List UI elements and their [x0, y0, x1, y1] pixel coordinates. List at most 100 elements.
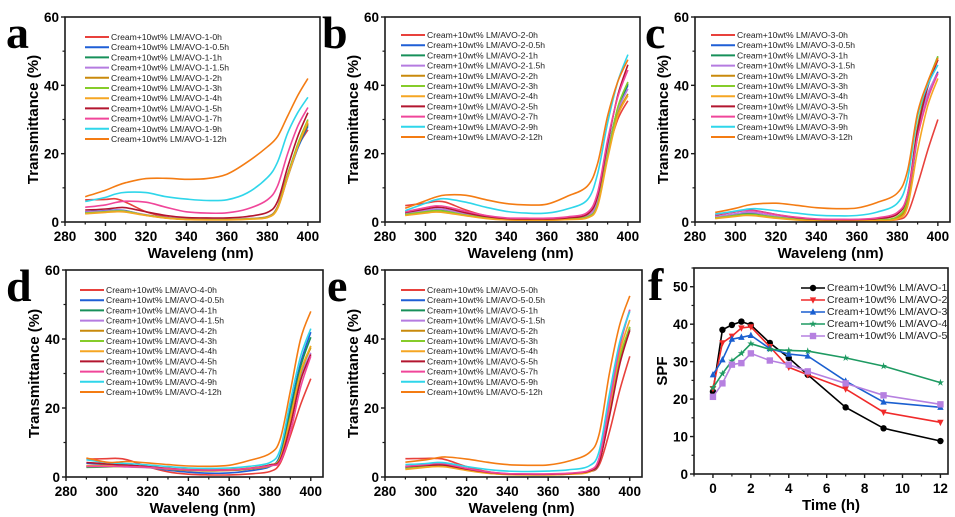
y-tick-label: 20	[44, 147, 59, 162]
legend-item: Cream+10wt% LM/AVO-4-5h	[80, 356, 217, 366]
legend-item: Cream+10wt% LM/AVO-2	[801, 294, 947, 306]
legend-marker	[809, 284, 817, 292]
y-axis-title: Transmittance (%)	[345, 309, 362, 438]
legend-item: Cream+10wt% LM/AVO-5-2h	[401, 326, 538, 336]
series-line-11	[86, 311, 312, 468]
x-axis-title: Waveleng (nm)	[147, 245, 253, 262]
data-point-2-11	[937, 419, 944, 427]
legend-item: Cream+10wt% LM/AVO-5-12h	[401, 387, 543, 397]
legend-item: Cream+10wt% LM/AVO-5-4h	[401, 346, 538, 356]
legend-label: Cream+10wt% LM/AVO-5-0.5h	[427, 295, 545, 305]
x-tick-label: 280	[684, 229, 707, 244]
legend-item: Cream+10wt% LM/AVO-4-1.5h	[80, 316, 224, 326]
legend-label: Cream+10wt% LM/AVO-1-4h	[111, 93, 222, 103]
data-point-5-5	[747, 350, 755, 357]
legend-label: Cream+10wt% LM/AVO-2-5h	[427, 101, 538, 111]
x-tick-label: 360	[536, 229, 559, 244]
data-point-4-6	[766, 345, 774, 353]
legend-item: Cream+10wt% LM/AVO-3-4h	[711, 91, 848, 101]
legend-item: Cream+10wt% LM/AVO-2-5h	[401, 101, 538, 111]
data-point-1-10	[880, 425, 887, 432]
legend-item: Cream+10wt% LM/AVO-5-1.5h	[401, 316, 545, 326]
legend-label: Cream+10wt% LM/AVO-3-3h	[737, 81, 848, 91]
data-point-4-2	[718, 369, 726, 377]
data-point-4-4	[737, 349, 745, 357]
data-point-5-3	[728, 361, 736, 368]
legend-marker	[809, 332, 817, 340]
legend-label: Cream+10wt% LM/AVO-4-12h	[106, 387, 222, 397]
data-point-5-7	[785, 361, 792, 368]
legend-item: Cream+10wt% LM/AVO-4-12h	[80, 387, 222, 397]
series-group-c	[715, 56, 939, 222]
data-point-4-9	[842, 354, 850, 361]
x-axis-title: Waveleng (nm)	[468, 500, 574, 517]
data-point-4-11	[936, 378, 944, 386]
y-axis-title: Transmittance (%)	[26, 309, 43, 438]
x-tick-label: 4	[785, 481, 793, 496]
y-tick-label: 60	[364, 10, 379, 25]
legend-item: Cream+10wt% LM/AVO-5-1h	[401, 305, 538, 315]
x-tick-label: 300	[414, 229, 437, 244]
data-point-2-10	[880, 409, 887, 416]
x-tick-label: 380	[886, 229, 909, 244]
x-tick-label: 280	[55, 484, 78, 499]
legend-label: Cream+10wt% LM/AVO-5	[827, 330, 947, 342]
series-line-7	[405, 95, 629, 222]
y-tick-label: 50	[673, 280, 688, 295]
legend-item: Cream+10wt% LM/AVO-1-12h	[85, 134, 227, 144]
y-axis-title: Transmittance (%)	[25, 55, 42, 184]
x-tick-label: 400	[297, 229, 320, 244]
legend-label: Cream+10wt% LM/AVO-2-1h	[427, 50, 538, 60]
x-tick-label: 320	[135, 229, 158, 244]
legend-item: Cream+10wt% LM/AVO-2-0.5h	[401, 40, 545, 50]
x-tick-label: 340	[495, 229, 518, 244]
panel-label-d: d	[6, 260, 32, 311]
series-line-10	[404, 54, 629, 215]
data-point-5-11	[937, 401, 944, 408]
legend-marker	[809, 297, 817, 304]
y-tick-label: 0	[52, 470, 60, 485]
legend-label: Cream+10wt% LM/AVO-3-1h	[737, 50, 848, 60]
legend-item: Cream+10wt% LM/AVO-2-4h	[401, 91, 538, 101]
x-tick-label: 320	[455, 229, 478, 244]
y-tick-label: 20	[364, 147, 379, 162]
legend-label: Cream+10wt% LM/AVO-3-9h	[737, 122, 848, 132]
y-tick-label: 20	[364, 401, 379, 416]
legend-label: Cream+10wt% LM/AVO-5-5h	[427, 356, 538, 366]
panel-d: d 0 20 40 60 280 300 320 340 360 380 400 Waveleng (n…	[6, 260, 324, 517]
series-line-10	[405, 311, 631, 473]
legend-label: Cream+10wt% LM/AVO-5-7h	[427, 367, 538, 377]
legend-item: Cream+10wt% LM/AVO-1	[801, 282, 947, 294]
data-point-4-1	[709, 384, 717, 391]
series-line-7	[715, 78, 939, 222]
legend-label: Cream+10wt% LM/AVO-1-3h	[111, 83, 222, 93]
data-point-5-9	[842, 380, 849, 387]
panel-e: e 0 20 40 60 280 300 320 340 360 380 400 Waveleng (n…	[327, 260, 643, 517]
legend-label: Cream+10wt% LM/AVO-1-0.5h	[111, 42, 229, 52]
legend-label: Cream+10wt% LM/AVO-4-7h	[106, 367, 217, 377]
legend-label: Cream+10wt% LM/AVO-3-2h	[737, 71, 848, 81]
legend-item: Cream+10wt% LM/AVO-3-0h	[711, 30, 848, 40]
legend-item: Cream+10wt% LM/AVO-3-3h	[711, 81, 848, 91]
x-axis-title: Waveleng (nm)	[149, 500, 255, 517]
legend-item: Cream+10wt% LM/AVO-4	[801, 318, 947, 330]
legend-label: Cream+10wt% LM/AVO-4	[827, 318, 947, 330]
x-tick-label: 6	[823, 481, 831, 496]
legend-label: Cream+10wt% LM/AVO-3-0.5h	[737, 40, 855, 50]
legend-label: Cream+10wt% LM/AVO-2-1.5h	[427, 61, 545, 71]
legend-item: Cream+10wt% LM/AVO-3-12h	[711, 132, 853, 142]
y-tick-label: 20	[673, 392, 688, 407]
x-tick-label: 300	[94, 229, 117, 244]
series-line-8	[85, 112, 309, 219]
y-tick-label: 20	[45, 401, 60, 416]
legend-label: Cream+10wt% LM/AVO-1	[827, 282, 947, 294]
data-point-4-7	[785, 346, 793, 354]
panel-b: b 0 20 40 60 280 300 320 340 360 380 400 Waveleng (n…	[322, 7, 641, 262]
legend-label: Cream+10wt% LM/AVO-2-0.5h	[427, 40, 545, 50]
legend-label: Cream+10wt% LM/AVO-2	[827, 294, 947, 306]
data-point-1-2	[719, 326, 726, 333]
legend-item: Cream+10wt% LM/AVO-3-1.5h	[711, 61, 855, 71]
legend-item: Cream+10wt% LM/AVO-2-1h	[401, 50, 538, 60]
legend-label: Cream+10wt% LM/AVO-4-5h	[106, 356, 217, 366]
